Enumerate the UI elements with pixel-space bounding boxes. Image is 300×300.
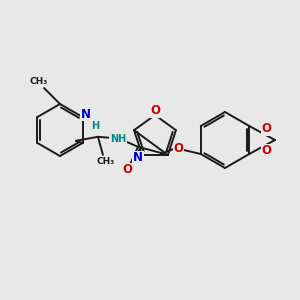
Text: CH₃: CH₃ [97, 157, 115, 166]
Text: NH: NH [110, 134, 126, 144]
Text: O: O [150, 104, 160, 118]
Text: N: N [133, 151, 143, 164]
Text: H: H [91, 121, 99, 131]
Text: N: N [80, 107, 91, 121]
Text: CH₃: CH₃ [30, 76, 48, 85]
Text: O: O [261, 122, 271, 136]
Text: O: O [122, 163, 132, 176]
Text: O: O [261, 145, 271, 158]
Text: O: O [174, 142, 184, 155]
